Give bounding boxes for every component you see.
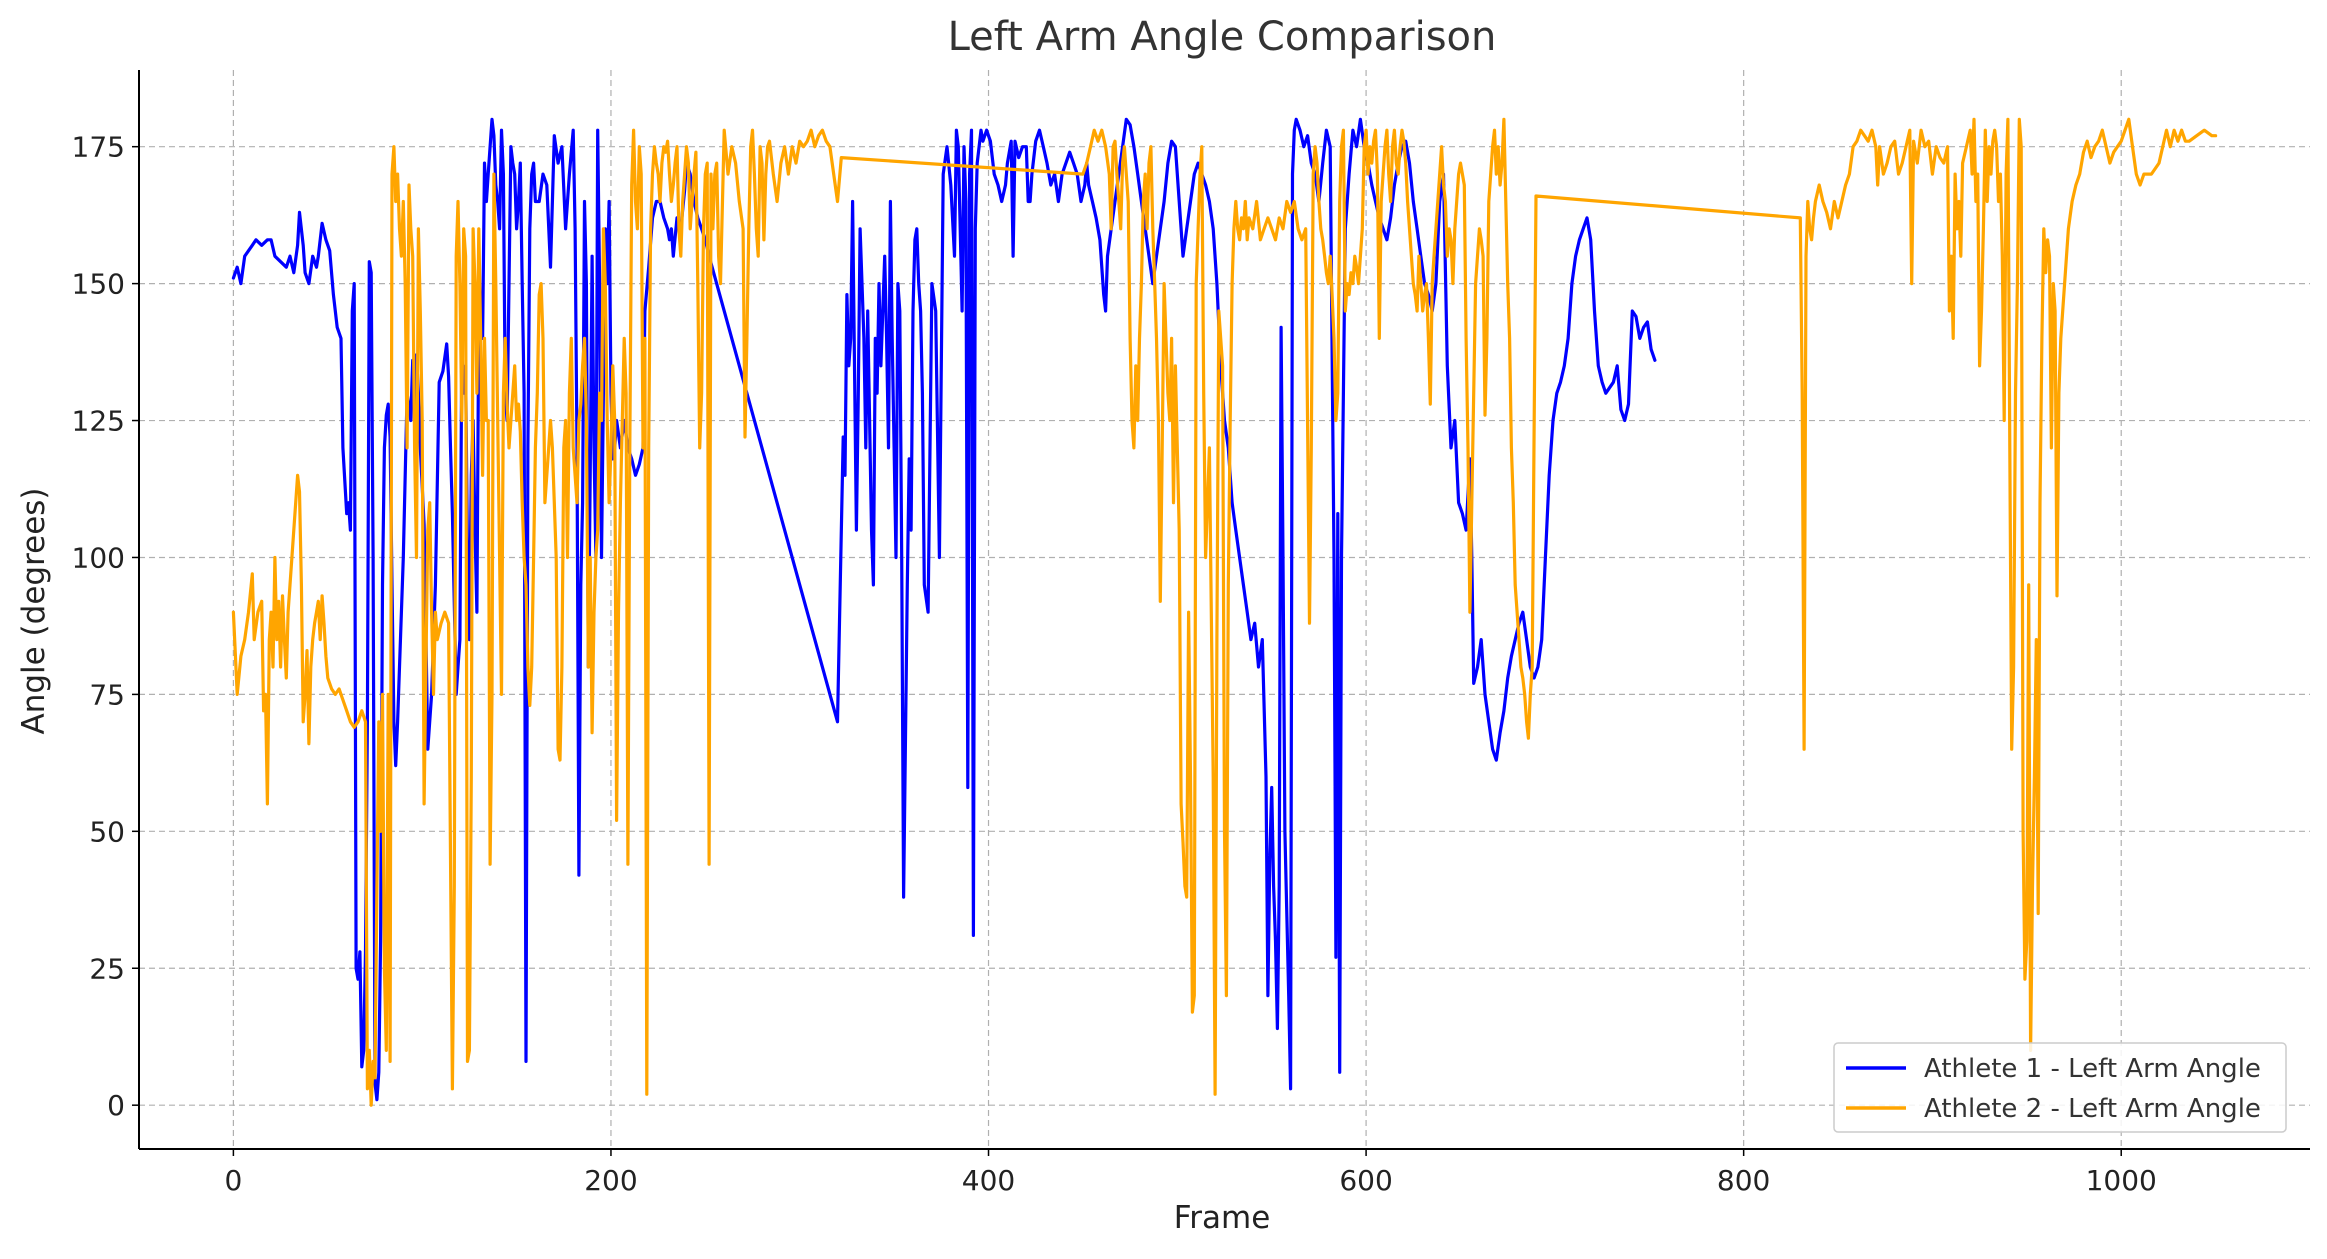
series-lines xyxy=(231,117,2218,1107)
legend-label-athlete-2: Athlete 2 - Left Arm Angle xyxy=(1924,1094,2261,1124)
y-axis-label: Angle (degrees) xyxy=(16,487,52,734)
y-tick-label: 75 xyxy=(89,678,125,711)
y-tick-label: 25 xyxy=(89,952,125,985)
chart-title: Left Arm Angle Comparison xyxy=(948,14,1497,60)
axes xyxy=(138,70,2310,1150)
y-tick-label: 100 xyxy=(72,541,125,574)
legend-box xyxy=(1833,1042,2287,1133)
y-tick-label: 125 xyxy=(72,405,125,438)
tick-labels: 0 200 400 600 800 1000 0 25 50 75 100 125 150 175 xyxy=(72,131,2157,1197)
legend: Athlete 1 - Left Arm Angle Athlete 2 - L… xyxy=(1833,1042,2287,1133)
x-tick-label: 400 xyxy=(962,1164,1015,1197)
x-tick-label: 200 xyxy=(584,1164,637,1197)
x-axis-label: Frame xyxy=(1174,1200,1271,1236)
x-tick-label: 0 xyxy=(224,1164,242,1197)
x-tick-label: 1000 xyxy=(2086,1164,2157,1197)
legend-label-athlete-1: Athlete 1 - Left Arm Angle xyxy=(1924,1054,2261,1084)
y-tick-label: 150 xyxy=(72,268,125,301)
y-tick-label: 175 xyxy=(72,131,125,164)
x-tick-label: 600 xyxy=(1339,1164,1392,1197)
y-tick-label: 50 xyxy=(89,815,125,848)
y-tick-label: 0 xyxy=(107,1089,125,1122)
x-tick-label: 800 xyxy=(1717,1164,1770,1197)
series-line-athlete-2 xyxy=(231,117,2218,1107)
series-line-athlete-1 xyxy=(231,117,1657,1102)
